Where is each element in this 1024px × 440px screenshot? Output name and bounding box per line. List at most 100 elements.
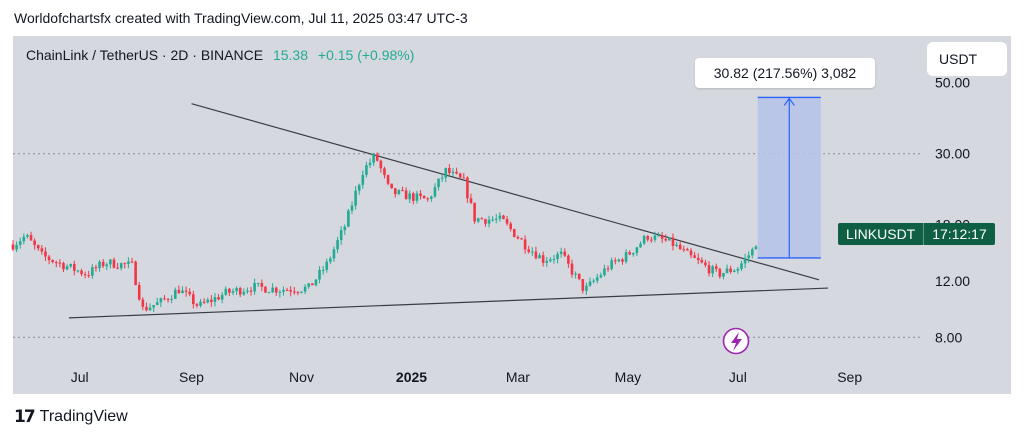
candle-body: [336, 239, 339, 250]
candle-body: [527, 249, 531, 253]
candle-body: [534, 251, 538, 259]
candle-body: [292, 291, 296, 293]
candle-body: [650, 239, 653, 241]
candle-body: [541, 255, 545, 263]
candle-body: [15, 244, 18, 250]
candle-body: [682, 249, 686, 251]
candle-body: [599, 275, 603, 278]
candle-body: [747, 255, 750, 259]
candle-body: [368, 162, 372, 166]
candle-body: [491, 219, 494, 221]
candle-body: [134, 261, 137, 285]
candle-body: [448, 167, 451, 174]
candle-body: [440, 177, 444, 179]
candle-body: [675, 244, 678, 246]
candle-body: [199, 301, 202, 306]
candle-body: [195, 304, 199, 306]
candle-body: [577, 273, 581, 280]
candle-body: [58, 262, 62, 264]
candle-body: [375, 154, 379, 161]
x-tick-label: Jul: [729, 369, 747, 385]
candle-body: [246, 290, 249, 292]
candle-body: [437, 178, 440, 188]
symbol-header: ChainLink / TetherUS · 2D · BINANCE 15.3…: [26, 47, 414, 63]
candle-body: [98, 261, 101, 269]
candle-body: [613, 260, 617, 262]
candle-body: [512, 229, 516, 237]
candle-body: [422, 195, 426, 199]
candle-body: [520, 238, 523, 240]
candle-body: [271, 287, 274, 293]
candle-body: [303, 286, 307, 292]
candle-body: [51, 260, 54, 263]
candle-body: [574, 273, 577, 275]
candle-body: [325, 261, 329, 270]
candle-body: [289, 290, 292, 292]
candle-body: [635, 247, 639, 253]
candle-body: [47, 256, 51, 261]
candle-body: [631, 252, 635, 255]
candle-body: [567, 255, 570, 264]
candle-body: [624, 252, 628, 262]
candle-body: [80, 270, 83, 275]
candle-body: [628, 252, 631, 255]
candle-body: [181, 290, 184, 294]
candle-body: [732, 270, 736, 272]
candle-body: [170, 298, 173, 300]
candle-body: [18, 241, 22, 245]
candle-body: [581, 279, 585, 291]
candle-body: [686, 249, 689, 251]
candle-body: [563, 251, 567, 256]
x-tick-label: Sep: [179, 369, 204, 385]
candle-body: [538, 255, 541, 259]
ticker-label: LINKUSDT: [846, 226, 916, 242]
trendline: [191, 103, 820, 281]
measure-arrow-head: [783, 97, 795, 106]
currency-button[interactable]: USDT: [927, 42, 1007, 76]
measure-label: 30.82 (217.56%) 3,082: [695, 58, 875, 88]
candle-body: [26, 235, 29, 237]
last-price: 15.38: [272, 47, 308, 63]
candle-body: [419, 193, 422, 196]
candle-body: [476, 218, 480, 222]
candle-body: [668, 237, 671, 241]
candle-body: [231, 291, 235, 293]
candle-body: [278, 291, 282, 293]
flash-icon[interactable]: [722, 327, 750, 355]
candle-body: [357, 184, 361, 191]
candle-body: [714, 266, 718, 269]
candle-body: [242, 291, 246, 295]
tradingview-logo[interactable]: 17 TradingView: [14, 407, 128, 427]
candle-body: [484, 219, 487, 224]
candle-body: [163, 298, 166, 300]
chart-panel[interactable]: [13, 36, 1011, 394]
candle-body: [228, 288, 231, 293]
candle-body: [321, 269, 325, 271]
candle-body: [505, 219, 509, 224]
candle-body: [523, 239, 527, 250]
y-tick-label: 50.00: [935, 75, 970, 91]
candle-body: [173, 289, 177, 299]
candle-body: [725, 268, 729, 274]
y-tick-label: 12.00: [935, 273, 970, 289]
candle-body: [693, 255, 696, 258]
candle-body: [498, 215, 502, 219]
candle-body: [213, 297, 217, 302]
candle-body: [754, 246, 758, 250]
candle-body: [502, 215, 505, 220]
candle-body: [123, 263, 127, 265]
candle-body: [119, 263, 123, 269]
candle-body: [383, 168, 386, 176]
candle-body: [430, 196, 433, 199]
candle-body: [217, 297, 220, 300]
candle-body: [494, 218, 498, 220]
candle-body: [509, 223, 512, 230]
candle-body: [606, 268, 610, 270]
candle-body: [390, 183, 393, 189]
candle-body: [707, 265, 711, 274]
tag-divider: [923, 223, 925, 245]
y-tick-label: 8.00: [935, 329, 962, 345]
candle-body: [361, 174, 365, 185]
candle-body: [206, 299, 210, 303]
